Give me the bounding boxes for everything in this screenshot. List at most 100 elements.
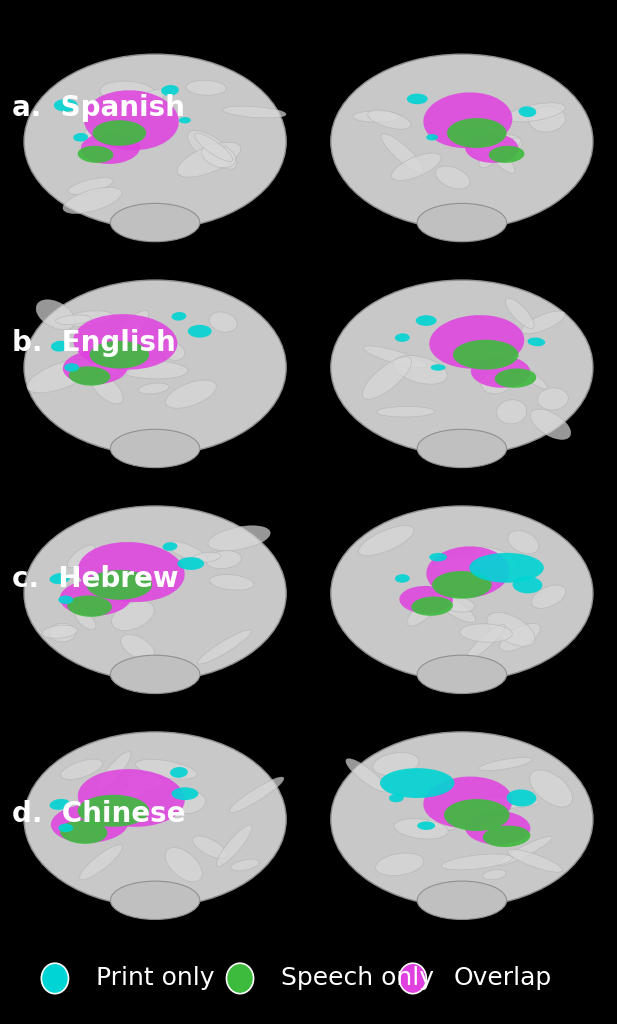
- Ellipse shape: [67, 545, 95, 568]
- Ellipse shape: [81, 132, 140, 164]
- Ellipse shape: [508, 530, 539, 554]
- Ellipse shape: [78, 795, 149, 826]
- Ellipse shape: [85, 125, 112, 147]
- Ellipse shape: [394, 355, 447, 384]
- Ellipse shape: [530, 770, 573, 807]
- Ellipse shape: [412, 597, 453, 615]
- Ellipse shape: [453, 131, 492, 140]
- Ellipse shape: [513, 577, 542, 593]
- Ellipse shape: [192, 552, 221, 562]
- Ellipse shape: [358, 525, 414, 556]
- Ellipse shape: [470, 553, 544, 583]
- Ellipse shape: [486, 348, 519, 371]
- Ellipse shape: [346, 759, 387, 792]
- Ellipse shape: [417, 881, 507, 920]
- Ellipse shape: [518, 106, 536, 117]
- Ellipse shape: [110, 204, 200, 242]
- Ellipse shape: [24, 506, 286, 681]
- Ellipse shape: [407, 591, 445, 626]
- Ellipse shape: [429, 315, 524, 369]
- Ellipse shape: [60, 820, 107, 844]
- Ellipse shape: [165, 380, 217, 409]
- Ellipse shape: [436, 166, 470, 188]
- Ellipse shape: [373, 753, 419, 775]
- Ellipse shape: [27, 359, 93, 393]
- Ellipse shape: [380, 768, 455, 798]
- Ellipse shape: [331, 732, 593, 906]
- Ellipse shape: [51, 341, 68, 351]
- Ellipse shape: [537, 388, 568, 410]
- Ellipse shape: [530, 409, 571, 439]
- Ellipse shape: [202, 143, 236, 168]
- Ellipse shape: [435, 554, 498, 573]
- Ellipse shape: [49, 624, 76, 642]
- Ellipse shape: [24, 732, 286, 906]
- Ellipse shape: [89, 341, 149, 369]
- Ellipse shape: [429, 553, 447, 561]
- Text: d.  Chinese: d. Chinese: [12, 800, 186, 828]
- Ellipse shape: [503, 355, 547, 389]
- Ellipse shape: [24, 54, 286, 229]
- Ellipse shape: [432, 571, 492, 599]
- Text: Speech only: Speech only: [281, 966, 434, 990]
- Ellipse shape: [331, 281, 593, 455]
- Ellipse shape: [60, 310, 113, 327]
- Ellipse shape: [80, 845, 123, 880]
- Ellipse shape: [392, 154, 441, 180]
- Ellipse shape: [49, 799, 70, 810]
- Ellipse shape: [399, 964, 426, 993]
- Ellipse shape: [444, 799, 510, 831]
- Ellipse shape: [117, 360, 188, 379]
- Ellipse shape: [426, 134, 438, 140]
- Ellipse shape: [230, 777, 284, 812]
- Ellipse shape: [471, 355, 531, 388]
- Ellipse shape: [468, 798, 539, 808]
- Ellipse shape: [193, 836, 227, 858]
- Ellipse shape: [416, 315, 437, 326]
- Ellipse shape: [440, 596, 474, 612]
- Ellipse shape: [531, 585, 566, 608]
- Ellipse shape: [68, 178, 113, 195]
- Ellipse shape: [110, 429, 200, 468]
- Ellipse shape: [186, 80, 226, 95]
- Ellipse shape: [442, 854, 513, 870]
- Ellipse shape: [110, 655, 200, 693]
- Ellipse shape: [206, 551, 241, 568]
- Ellipse shape: [58, 823, 73, 833]
- Ellipse shape: [481, 373, 510, 394]
- Ellipse shape: [500, 624, 540, 651]
- Ellipse shape: [363, 346, 426, 368]
- Ellipse shape: [97, 752, 131, 792]
- Ellipse shape: [86, 570, 152, 600]
- Ellipse shape: [466, 625, 505, 659]
- Ellipse shape: [505, 298, 534, 329]
- Ellipse shape: [331, 54, 593, 229]
- Ellipse shape: [49, 573, 70, 584]
- Ellipse shape: [58, 596, 73, 604]
- Ellipse shape: [78, 542, 184, 602]
- Ellipse shape: [368, 110, 411, 129]
- Ellipse shape: [508, 850, 563, 872]
- Ellipse shape: [51, 804, 128, 843]
- Ellipse shape: [470, 547, 518, 570]
- Ellipse shape: [417, 821, 435, 830]
- Ellipse shape: [172, 312, 186, 321]
- Ellipse shape: [165, 848, 202, 882]
- Ellipse shape: [179, 117, 191, 124]
- Ellipse shape: [56, 315, 91, 325]
- Ellipse shape: [93, 120, 146, 145]
- Ellipse shape: [64, 364, 79, 372]
- Ellipse shape: [482, 869, 507, 880]
- Ellipse shape: [209, 312, 237, 332]
- Ellipse shape: [471, 134, 523, 158]
- Ellipse shape: [407, 93, 428, 104]
- Ellipse shape: [41, 964, 68, 993]
- Ellipse shape: [223, 106, 286, 118]
- Ellipse shape: [63, 350, 128, 385]
- Ellipse shape: [160, 342, 184, 360]
- Ellipse shape: [42, 626, 78, 638]
- Ellipse shape: [170, 767, 188, 778]
- Ellipse shape: [161, 85, 179, 96]
- Ellipse shape: [489, 145, 524, 163]
- Ellipse shape: [73, 133, 88, 141]
